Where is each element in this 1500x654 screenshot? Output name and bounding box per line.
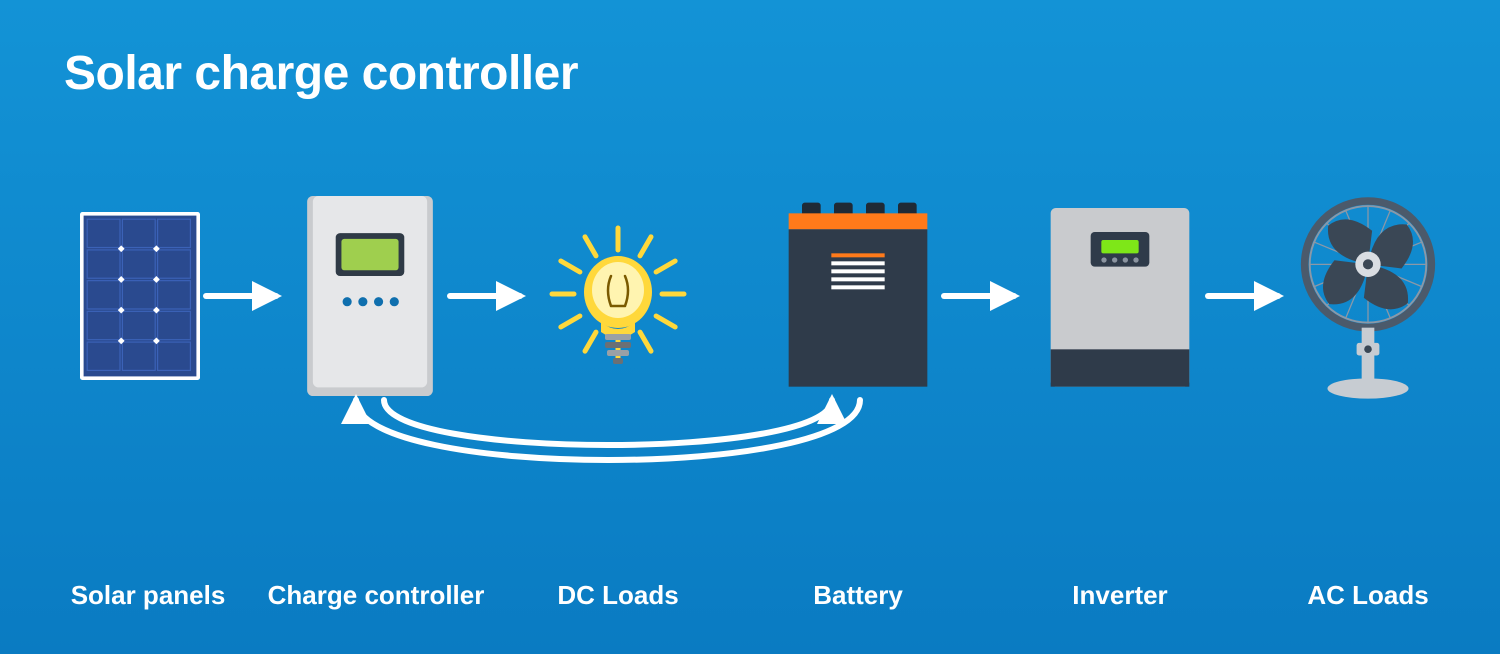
node-ac-loads (1258, 176, 1478, 416)
lightbulb-icon (533, 196, 703, 396)
inverter-icon (1040, 196, 1200, 396)
diagram-title: Solar charge controller (64, 46, 578, 101)
label-battery: Battery (708, 580, 1008, 611)
battery-icon (778, 201, 938, 391)
label-ac-loads: AC Loads (1218, 580, 1500, 611)
node-inverter (1010, 176, 1230, 416)
solar-panel-icon (80, 212, 200, 380)
node-dc-loads (508, 176, 728, 416)
node-charge-controller (260, 176, 480, 416)
node-solar-panels (30, 176, 250, 416)
node-battery (748, 176, 968, 416)
fan-icon (1273, 181, 1463, 411)
diagram-canvas: Solar charge controller (0, 0, 1500, 654)
charge-controller-icon (295, 196, 445, 396)
